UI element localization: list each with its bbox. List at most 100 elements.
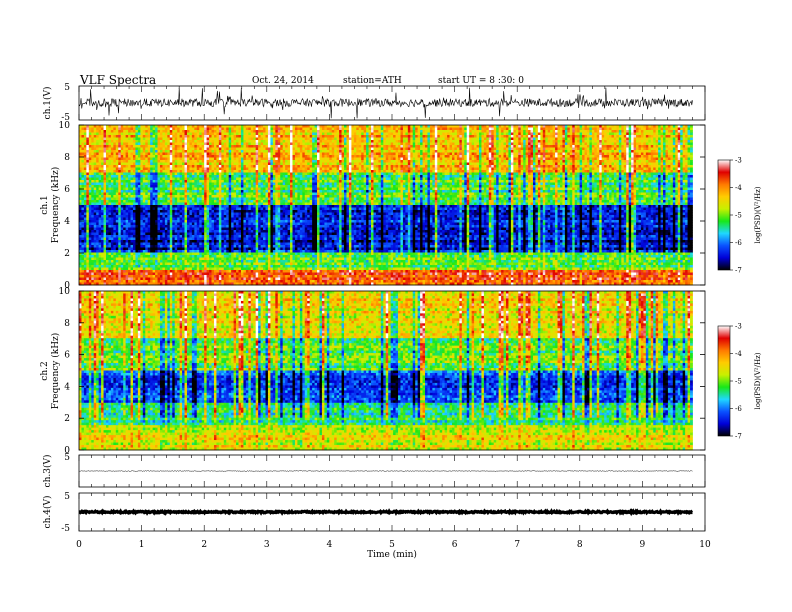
- spectrogram-cell: [641, 125, 644, 128]
- spectrogram-cell: [626, 135, 629, 138]
- spectrogram-cell: [668, 130, 671, 133]
- spectrogram-cell: [572, 133, 575, 136]
- spectrogram-cell: [346, 125, 349, 128]
- spectrogram-cell: [567, 133, 570, 136]
- spectrogram-cell: [246, 130, 249, 133]
- spectrogram-cell: [337, 133, 340, 136]
- spectrogram-cell: [344, 133, 347, 136]
- spectrogram-cell: [270, 135, 273, 138]
- spectrogram-cell: [86, 138, 89, 141]
- spectrogram-cell: [604, 125, 607, 128]
- spectrogram-cell: [688, 125, 691, 128]
- spectrogram-cell: [263, 133, 266, 136]
- spectrogram-cell: [420, 128, 423, 131]
- spectrogram-cell: [256, 128, 259, 131]
- spectrogram-cell: [587, 130, 590, 133]
- spectrogram-cell: [531, 125, 534, 128]
- spectrogram-cell: [420, 125, 423, 128]
- spectrogram-cell: [533, 128, 536, 131]
- spectrogram-cell: [226, 128, 229, 131]
- spectrogram-cell: [457, 135, 460, 138]
- spectrogram-cell: [283, 125, 286, 128]
- spectrogram-cell: [327, 128, 330, 131]
- spectrogram-cell: [89, 138, 92, 141]
- spectrogram-cell: [275, 130, 278, 133]
- spectrogram-cell: [113, 135, 116, 138]
- spectrogram-cell: [675, 130, 678, 133]
- spectrogram-cell: [194, 130, 197, 133]
- ch1-waveform-ylabel: ch.1(V): [42, 87, 53, 120]
- spectrogram-cell: [214, 130, 217, 133]
- spectrogram-cell: [140, 130, 143, 133]
- spectrogram-cell: [236, 125, 239, 128]
- spectrogram-cell: [118, 135, 121, 138]
- spectrogram-cell: [339, 133, 342, 136]
- spectrogram-cell: [104, 125, 107, 128]
- spectrogram-cell: [496, 130, 499, 133]
- spectrogram-cell: [653, 133, 656, 136]
- spectrogram-cell: [565, 130, 568, 133]
- spectrogram-cell: [266, 125, 269, 128]
- spectrogram-cell: [418, 125, 421, 128]
- spectrogram-cell: [187, 133, 190, 136]
- spectrogram-cell: [133, 125, 136, 128]
- spectrogram-cell: [187, 138, 190, 141]
- spectrogram-cell: [346, 135, 349, 138]
- spectrogram-cell: [175, 128, 178, 131]
- spectrogram-cell: [585, 135, 588, 138]
- spectrogram-cell: [283, 135, 286, 138]
- spectrogram-cell: [550, 130, 553, 133]
- spectrogram-cell: [665, 133, 668, 136]
- spectrogram-cell: [658, 133, 661, 136]
- spectrogram-cell: [175, 138, 178, 141]
- spectrogram-cell: [396, 133, 399, 136]
- spectrogram-cell: [351, 135, 354, 138]
- spectrogram-cell: [388, 133, 391, 136]
- spectrogram-cell: [612, 125, 615, 128]
- spectrogram-cell: [496, 128, 499, 131]
- spectrogram-cell: [405, 130, 408, 133]
- spectrogram-cell: [398, 133, 401, 136]
- spectrogram-cell: [359, 128, 362, 131]
- spectrogram-cell: [592, 125, 595, 128]
- spectrogram-cell: [241, 130, 244, 133]
- spectrogram-cell: [91, 138, 94, 141]
- spectrogram-cell: [194, 128, 197, 131]
- spectrogram-cell: [673, 128, 676, 131]
- spectrogram-cell: [432, 125, 435, 128]
- spectrogram-cell: [558, 135, 561, 138]
- spectrogram-cell: [344, 125, 347, 128]
- spectrogram-cell: [81, 135, 84, 138]
- spectrogram-cell: [425, 133, 428, 136]
- spectrogram-cell: [359, 125, 362, 128]
- spectrogram-cell: [170, 138, 173, 141]
- spectrogram-cell: [555, 130, 558, 133]
- spectrogram-cell: [160, 135, 163, 138]
- spectrogram-cell: [189, 138, 192, 141]
- spectrogram-cell: [241, 133, 244, 136]
- spectrogram-cell: [575, 133, 578, 136]
- spectrogram-cell: [324, 135, 327, 138]
- spectrogram-cell: [354, 125, 357, 128]
- spectrogram-cell: [599, 125, 602, 128]
- spectrogram-cell: [369, 125, 372, 128]
- spectrogram-cell: [101, 135, 104, 138]
- spectrogram-cell: [278, 128, 281, 131]
- spectrogram-cell: [192, 135, 195, 138]
- spectrogram-cell: [408, 133, 411, 136]
- spectrogram-cell: [197, 125, 200, 128]
- spectrogram-cell: [243, 133, 246, 136]
- spectrogram-cell: [555, 125, 558, 128]
- spectrogram-cell: [616, 128, 619, 131]
- spectrogram-cell: [204, 133, 207, 136]
- spectrogram-cell: [126, 135, 129, 138]
- spectrogram-cell: [116, 133, 119, 136]
- spectrogram-cell: [192, 125, 195, 128]
- spectrogram-cell: [297, 130, 300, 133]
- spectrogram-cell: [359, 130, 362, 133]
- spectrogram-cell: [288, 125, 291, 128]
- spectrogram-cell: [592, 128, 595, 131]
- spectrogram-cell: [501, 128, 504, 131]
- spectrogram-cell: [89, 133, 92, 136]
- spectrogram-cell: [216, 125, 219, 128]
